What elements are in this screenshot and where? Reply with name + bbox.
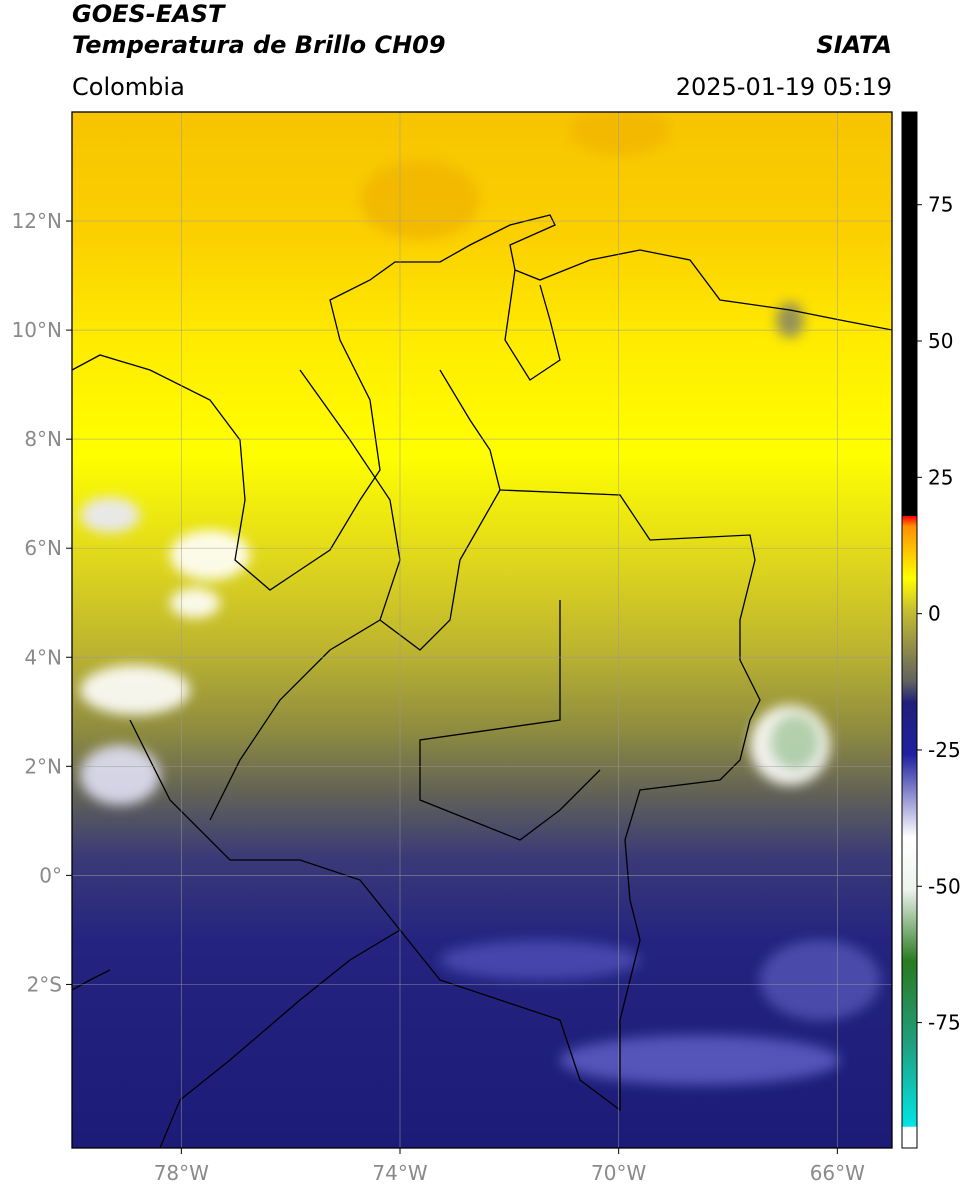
colorbar-tick-label: 25 xyxy=(928,465,953,489)
colorbar-tick-label: -50 xyxy=(928,874,961,898)
x-tick-label: 66°W xyxy=(810,1161,865,1185)
colorbar-tick-label: 75 xyxy=(928,193,953,217)
colorbar-tick-label: -25 xyxy=(928,738,961,762)
colorbar xyxy=(901,111,918,1149)
y-tick-label: 0° xyxy=(39,863,62,887)
region: Colombia xyxy=(72,73,185,101)
y-tick-label: 2°N xyxy=(24,754,62,778)
y-tick-label: 8°N xyxy=(24,427,62,451)
subtitle: Temperatura de Brillo CH09 xyxy=(72,31,446,59)
y-tick-label: 12°N xyxy=(12,209,62,233)
colorbar-tick-label: 0 xyxy=(928,602,941,626)
grid xyxy=(72,112,892,1148)
title: GOES-EAST xyxy=(72,0,226,28)
datetime: 2025-01-19 05:19 xyxy=(676,73,892,101)
y-tick-label: 6°N xyxy=(24,536,62,560)
source: SIATA xyxy=(816,31,892,59)
colorbar-tick-label: 50 xyxy=(928,329,953,353)
x-tick-label: 74°W xyxy=(372,1161,427,1185)
satellite-image xyxy=(72,112,892,1148)
y-tick-label: 10°N xyxy=(12,318,62,342)
x-tick-label: 70°W xyxy=(591,1161,646,1185)
x-tick-label: 78°W xyxy=(154,1161,209,1185)
colorbar-tick-label: -75 xyxy=(928,1011,961,1035)
y-tick-label: 2°S xyxy=(27,972,62,996)
y-tick-label: 4°N xyxy=(24,645,62,669)
map-frame xyxy=(71,111,893,1149)
